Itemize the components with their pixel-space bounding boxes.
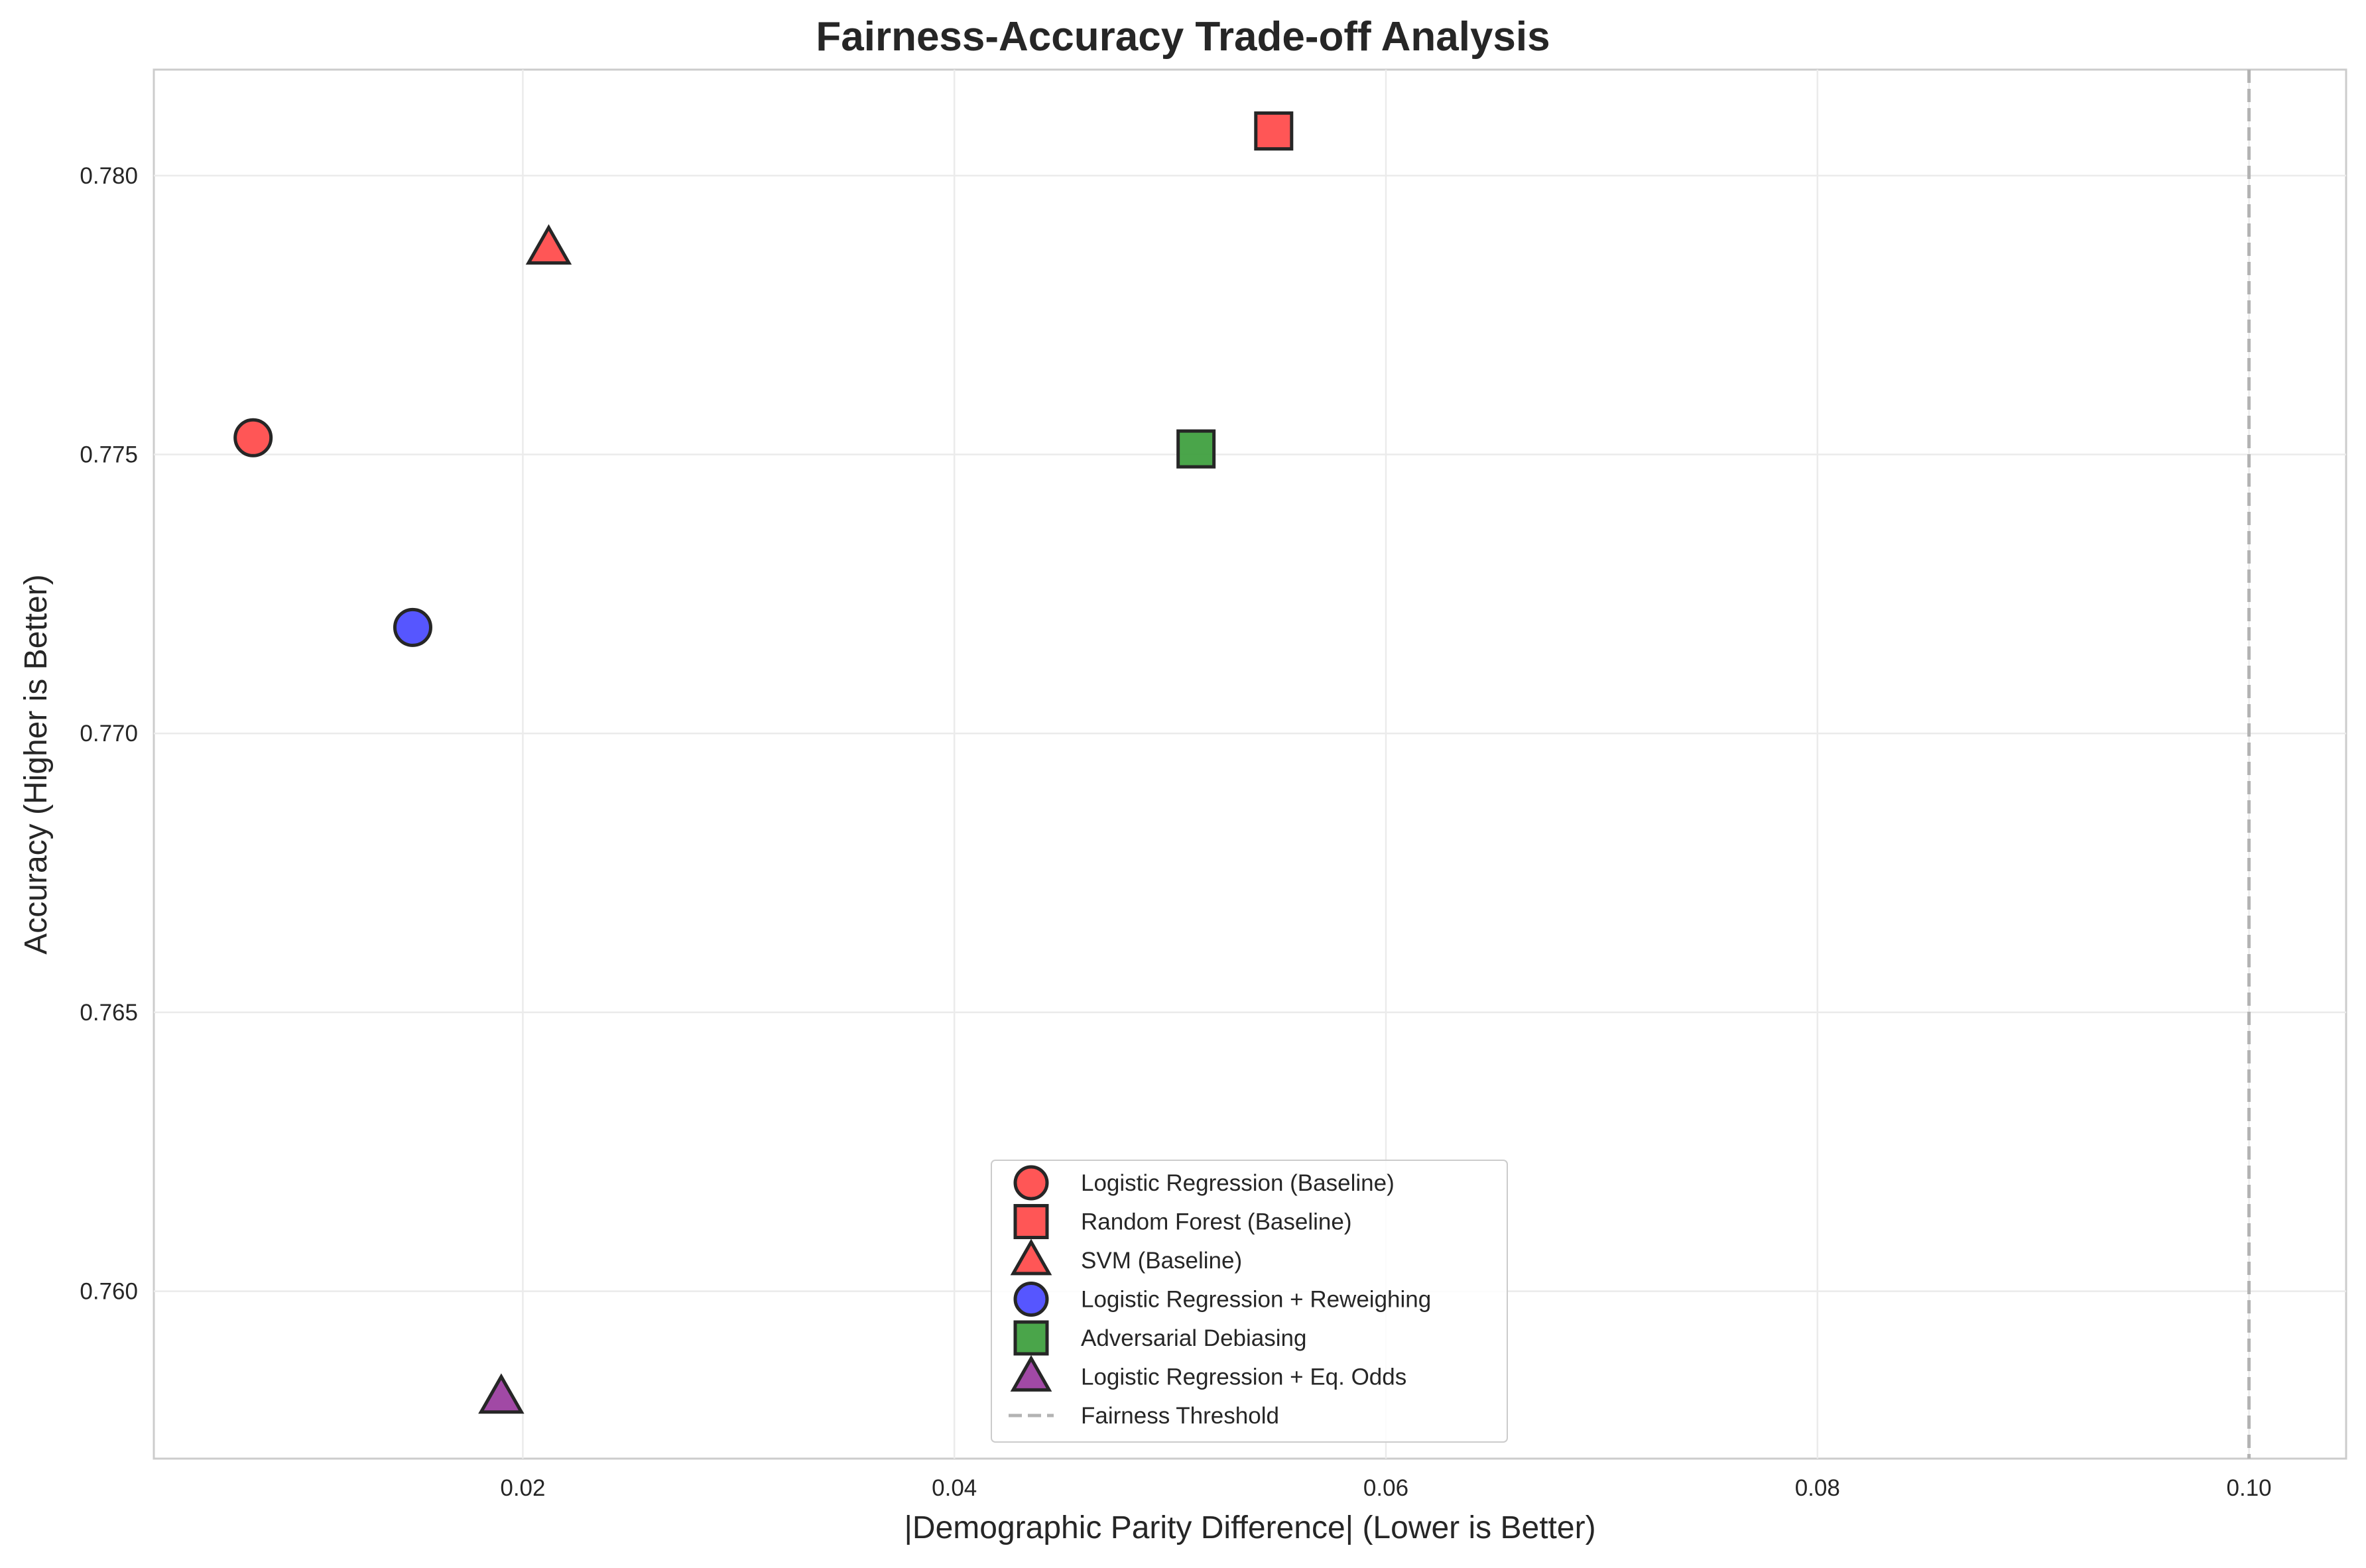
legend-marker-square <box>1013 1320 1049 1356</box>
x-tick-label: 0.02 <box>500 1475 545 1501</box>
data-point-circle <box>393 607 432 647</box>
y-tick-label: 0.770 <box>80 721 138 747</box>
y-tick-labels: 0.760 0.765 0.770 0.775 0.780 <box>80 163 138 1305</box>
legend-frame <box>991 1160 1508 1443</box>
legend-marker-triangle <box>1010 1238 1052 1276</box>
data-points <box>233 111 1294 1414</box>
data-point-circle <box>233 418 273 457</box>
x-tick-label: 0.04 <box>932 1475 977 1501</box>
legend-entry-label: Random Forest (Baseline) <box>1081 1209 1352 1235</box>
legend-entry-label: Fairness Threshold <box>1081 1403 1279 1429</box>
legend-marker-circle <box>1013 1165 1049 1201</box>
y-axis-label: Accuracy (Higher is Better) <box>19 574 54 955</box>
chart-title: Fairness-Accuracy Trade-off Analysis <box>816 14 1550 60</box>
y-tick-label: 0.765 <box>80 1000 138 1026</box>
legend-marker-circle <box>1013 1282 1049 1317</box>
legend-marker-square <box>1013 1204 1049 1239</box>
x-tick-label: 0.08 <box>1795 1475 1840 1501</box>
x-tick-label: 0.06 <box>1363 1475 1408 1501</box>
data-point-square <box>1254 111 1294 151</box>
legend-entry-label: Adversarial Debiasing <box>1081 1325 1306 1351</box>
x-tick-labels: 0.02 0.04 0.06 0.08 0.10 <box>500 1475 2271 1501</box>
y-tick-label: 0.760 <box>80 1279 138 1305</box>
legend-marker-triangle <box>1010 1355 1052 1392</box>
x-tick-label: 0.10 <box>2227 1475 2272 1501</box>
legend-entry-label: SVM (Baseline) <box>1081 1248 1242 1274</box>
legend-entry-label: Logistic Regression (Baseline) <box>1081 1170 1395 1196</box>
y-tick-label: 0.780 <box>80 163 138 189</box>
legend-entry-label: Logistic Regression + Reweighing <box>1081 1287 1431 1313</box>
data-point-square <box>1176 429 1216 469</box>
data-point-triangle <box>525 224 572 265</box>
y-tick-label: 0.775 <box>80 442 138 468</box>
gridlines <box>154 70 2346 1459</box>
data-point-triangle <box>478 1373 525 1414</box>
x-axis-label: |Demographic Parity Difference| (Lower i… <box>904 1510 1595 1545</box>
legend-entry-label: Logistic Regression + Eq. Odds <box>1081 1364 1406 1390</box>
legend: Logistic Regression (Baseline) Random For… <box>991 1160 1508 1443</box>
